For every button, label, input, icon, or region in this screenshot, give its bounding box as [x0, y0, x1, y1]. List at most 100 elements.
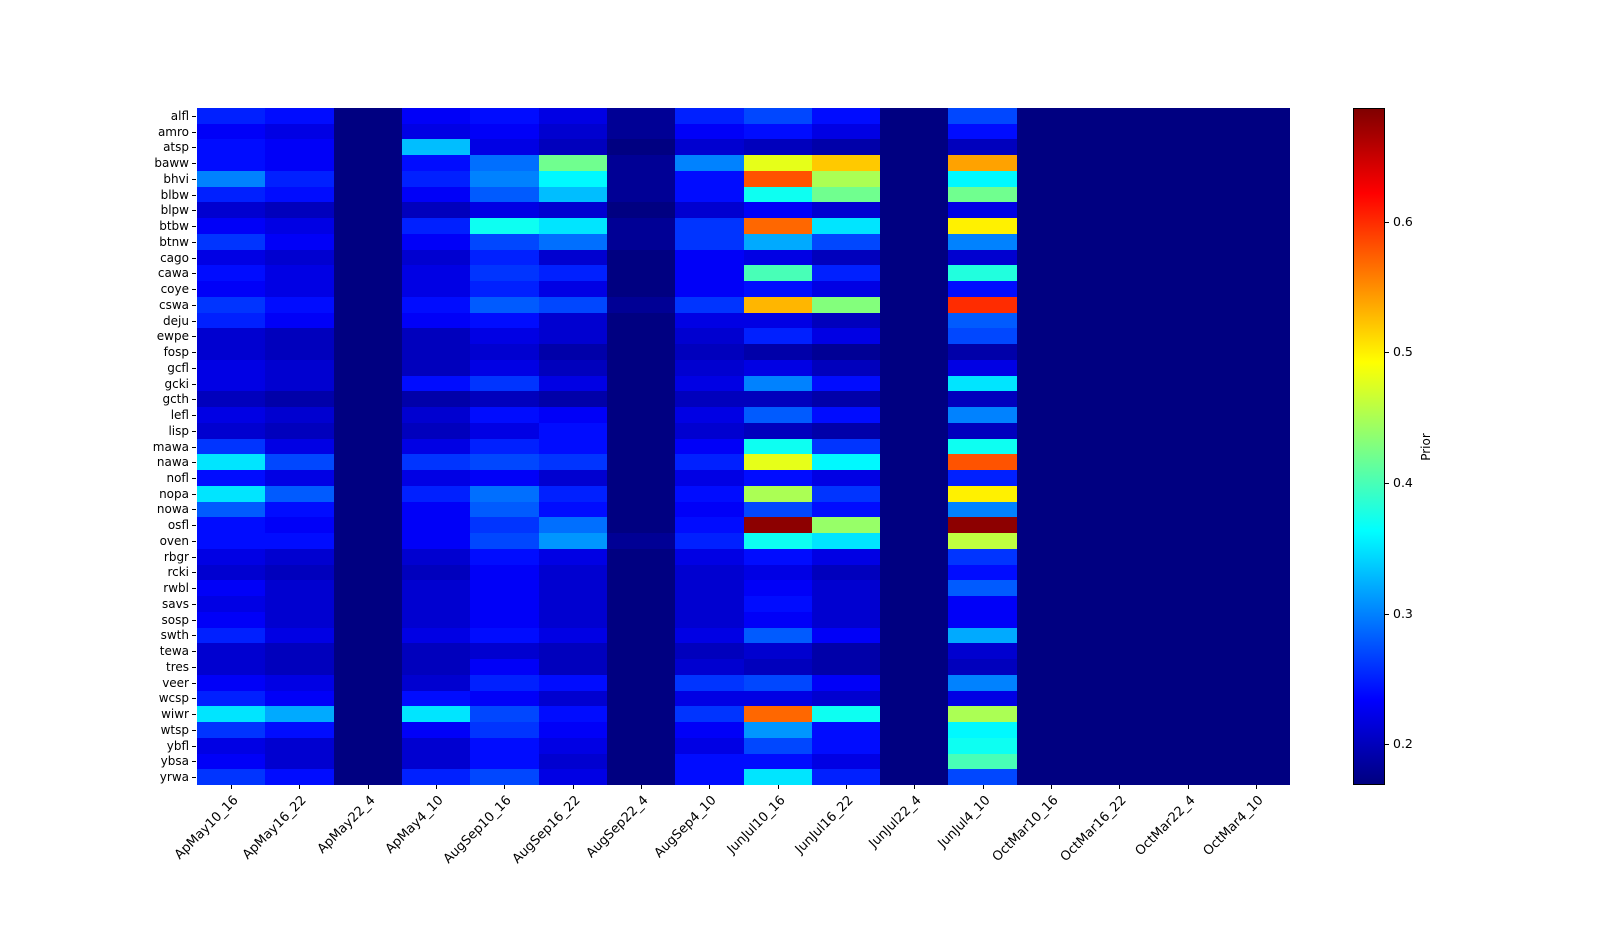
cell-blpw-ApMay16_22	[265, 202, 333, 218]
cell-cawa-OctMar4_10	[1222, 265, 1290, 281]
cell-alfl-OctMar10_16	[1017, 108, 1085, 124]
cell-gcfl-JunJul10_16	[744, 360, 812, 376]
cell-blbw-ApMay4_10	[402, 187, 470, 203]
cell-rbgr-OctMar10_16	[1017, 549, 1085, 565]
cell-rcki-OctMar16_22	[1085, 565, 1153, 581]
cell-atsp-JunJul22_4	[880, 139, 948, 155]
cell-ewpe-AugSep10_16	[470, 328, 538, 344]
cell-coye-ApMay4_10	[402, 281, 470, 297]
y-tick-label-btbw: btbw	[0, 219, 189, 233]
x-tick-mark	[1119, 785, 1120, 789]
cell-amro-AugSep10_16	[470, 124, 538, 140]
cell-alfl-AugSep10_16	[470, 108, 538, 124]
cell-nawa-ApMay4_10	[402, 454, 470, 470]
cell-tres-JunJul4_10	[948, 659, 1016, 675]
cell-ewpe-OctMar10_16	[1017, 328, 1085, 344]
cell-ybsa-JunJul4_10	[948, 754, 1016, 770]
y-tick-label-baww: baww	[0, 156, 189, 170]
cell-rbgr-AugSep4_10	[675, 549, 743, 565]
cell-osfl-OctMar22_4	[1153, 517, 1221, 533]
cell-blbw-ApMay16_22	[265, 187, 333, 203]
cell-swth-JunJul10_16	[744, 628, 812, 644]
cell-ybsa-AugSep4_10	[675, 754, 743, 770]
cell-ybfl-OctMar10_16	[1017, 738, 1085, 754]
cell-btbw-OctMar16_22	[1085, 218, 1153, 234]
cell-rwbl-JunJul22_4	[880, 580, 948, 596]
cell-mawa-JunJul4_10	[948, 439, 1016, 455]
y-tick-mark	[192, 714, 196, 715]
cell-cawa-ApMay10_16	[197, 265, 265, 281]
cell-wiwr-AugSep10_16	[470, 706, 538, 722]
cell-btbw-ApMay16_22	[265, 218, 333, 234]
cell-lisp-AugSep16_22	[539, 423, 607, 439]
cell-wtsp-ApMay10_16	[197, 722, 265, 738]
cell-atsp-OctMar10_16	[1017, 139, 1085, 155]
cell-savs-AugSep4_10	[675, 596, 743, 612]
x-tick-label-ApMay10_16: ApMay10_16	[90, 793, 242, 945]
heatmap-plot	[197, 108, 1290, 785]
cell-nofl-OctMar10_16	[1017, 470, 1085, 486]
cell-gcth-ApMay22_4	[334, 391, 402, 407]
cell-cawa-ApMay16_22	[265, 265, 333, 281]
cell-atsp-ApMay22_4	[334, 139, 402, 155]
cell-gcki-ApMay16_22	[265, 376, 333, 392]
cell-btbw-OctMar10_16	[1017, 218, 1085, 234]
cell-savs-JunJul22_4	[880, 596, 948, 612]
y-tick-mark	[192, 588, 196, 589]
y-tick-mark	[192, 730, 196, 731]
cell-gcth-ApMay4_10	[402, 391, 470, 407]
cell-ewpe-ApMay22_4	[334, 328, 402, 344]
colorbar-tick-label-0.5: 0.5	[1393, 345, 1413, 359]
cell-baww-OctMar22_4	[1153, 155, 1221, 171]
cell-fosp-AugSep10_16	[470, 344, 538, 360]
cell-btnw-AugSep10_16	[470, 234, 538, 250]
cell-yrwa-ApMay22_4	[334, 769, 402, 785]
cell-btnw-JunJul4_10	[948, 234, 1016, 250]
cell-coye-AugSep10_16	[470, 281, 538, 297]
cell-lisp-JunJul22_4	[880, 423, 948, 439]
cell-osfl-AugSep4_10	[675, 517, 743, 533]
cell-wcsp-AugSep4_10	[675, 691, 743, 707]
cell-rbgr-ApMay10_16	[197, 549, 265, 565]
cell-rwbl-OctMar16_22	[1085, 580, 1153, 596]
cell-wcsp-JunJul16_22	[812, 691, 880, 707]
cell-amro-OctMar4_10	[1222, 124, 1290, 140]
cell-lisp-ApMay22_4	[334, 423, 402, 439]
y-tick-label-fosp: fosp	[0, 345, 189, 359]
cell-ewpe-JunJul16_22	[812, 328, 880, 344]
cell-rcki-OctMar4_10	[1222, 565, 1290, 581]
cell-osfl-OctMar16_22	[1085, 517, 1153, 533]
cell-deju-AugSep22_4	[607, 313, 675, 329]
cell-gcth-OctMar10_16	[1017, 391, 1085, 407]
cell-nowa-OctMar16_22	[1085, 502, 1153, 518]
cell-rcki-OctMar22_4	[1153, 565, 1221, 581]
cell-gcfl-AugSep16_22	[539, 360, 607, 376]
cell-mawa-ApMay10_16	[197, 439, 265, 455]
cell-lefl-OctMar10_16	[1017, 407, 1085, 423]
cell-cago-AugSep4_10	[675, 250, 743, 266]
cell-swth-OctMar22_4	[1153, 628, 1221, 644]
cell-nofl-ApMay10_16	[197, 470, 265, 486]
cell-mawa-AugSep10_16	[470, 439, 538, 455]
cell-wtsp-ApMay22_4	[334, 722, 402, 738]
cell-swth-ApMay22_4	[334, 628, 402, 644]
cell-wiwr-AugSep22_4	[607, 706, 675, 722]
cell-coye-OctMar4_10	[1222, 281, 1290, 297]
cell-savs-OctMar22_4	[1153, 596, 1221, 612]
cell-wiwr-JunJul22_4	[880, 706, 948, 722]
cell-gcfl-ApMay10_16	[197, 360, 265, 376]
cell-btnw-AugSep4_10	[675, 234, 743, 250]
cell-gcki-ApMay4_10	[402, 376, 470, 392]
cell-alfl-AugSep4_10	[675, 108, 743, 124]
cell-alfl-ApMay4_10	[402, 108, 470, 124]
cell-cswa-JunJul4_10	[948, 297, 1016, 313]
cell-osfl-ApMay10_16	[197, 517, 265, 533]
cell-lefl-ApMay4_10	[402, 407, 470, 423]
y-tick-label-tres: tres	[0, 660, 189, 674]
cell-veer-ApMay4_10	[402, 675, 470, 691]
cell-mawa-OctMar16_22	[1085, 439, 1153, 455]
cell-atsp-AugSep22_4	[607, 139, 675, 155]
cell-nawa-ApMay16_22	[265, 454, 333, 470]
cell-bhvi-JunJul10_16	[744, 171, 812, 187]
cell-osfl-AugSep22_4	[607, 517, 675, 533]
